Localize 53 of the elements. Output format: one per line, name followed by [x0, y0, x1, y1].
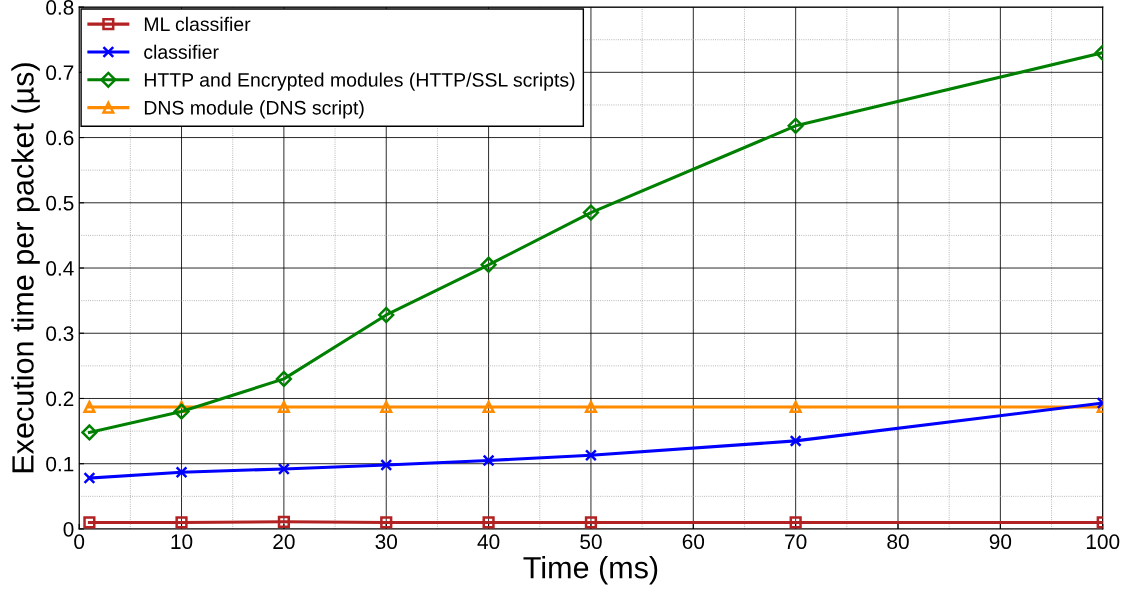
- point: [275, 370, 293, 388]
- y-tick-label: 0.5: [46, 195, 74, 211]
- x-tick-label: 50: [580, 534, 602, 550]
- x-tick-label: 10: [171, 534, 193, 550]
- point: [789, 400, 802, 414]
- y-axis-title: Execution time per packet (µs): [11, 63, 40, 473]
- point: [380, 458, 393, 472]
- point: [277, 515, 290, 528]
- y-tick-label: 0: [63, 521, 74, 537]
- x-tick-label: 30: [375, 534, 398, 550]
- point: [81, 424, 98, 441]
- legend-label: HTTP and Encrypted modules (HTTP/SSL scripts): [144, 72, 575, 91]
- legend-label: classifier: [144, 44, 219, 59]
- point: [380, 516, 393, 529]
- point: [584, 516, 598, 529]
- point: [378, 306, 395, 324]
- y-tick-label: 0.8: [46, 0, 74, 15]
- y-tick-label: 0.6: [46, 130, 74, 146]
- x-tick-label: 20: [273, 534, 295, 550]
- point: [175, 466, 188, 479]
- y-tick-label: 0.7: [46, 65, 74, 81]
- point: [83, 400, 96, 414]
- x-tick-label: 80: [887, 534, 909, 550]
- point: [584, 400, 598, 414]
- point: [482, 516, 495, 529]
- point: [789, 434, 802, 447]
- x-axis-title: Time (ms): [523, 556, 658, 585]
- point: [482, 400, 495, 414]
- x-tick-label: 60: [682, 534, 705, 550]
- point: [482, 454, 495, 467]
- x-tick-label: 40: [477, 534, 500, 550]
- y-tick-label: 0.2: [46, 391, 74, 407]
- point: [582, 204, 600, 221]
- point: [83, 516, 96, 529]
- x-tick-label: 70: [785, 534, 807, 550]
- point: [789, 516, 802, 529]
- y-tick-label: 0.4: [46, 261, 74, 276]
- point: [175, 516, 188, 529]
- point: [173, 403, 190, 420]
- point: [277, 462, 290, 476]
- x-tick-label: 0: [74, 534, 85, 550]
- point: [584, 449, 598, 462]
- y-tick-label: 0.1: [46, 456, 74, 472]
- point: [83, 471, 96, 485]
- legend-label: DNS module (DNS script): [144, 100, 364, 119]
- x-tick-label: 90: [989, 534, 1012, 550]
- y-tick-label: 0.3: [46, 326, 74, 341]
- point: [480, 256, 497, 273]
- legend-label: ML classifier: [144, 16, 251, 32]
- point: [787, 117, 804, 134]
- x-tick-label: 100: [1086, 534, 1120, 550]
- point: [277, 400, 290, 414]
- point: [380, 400, 393, 414]
